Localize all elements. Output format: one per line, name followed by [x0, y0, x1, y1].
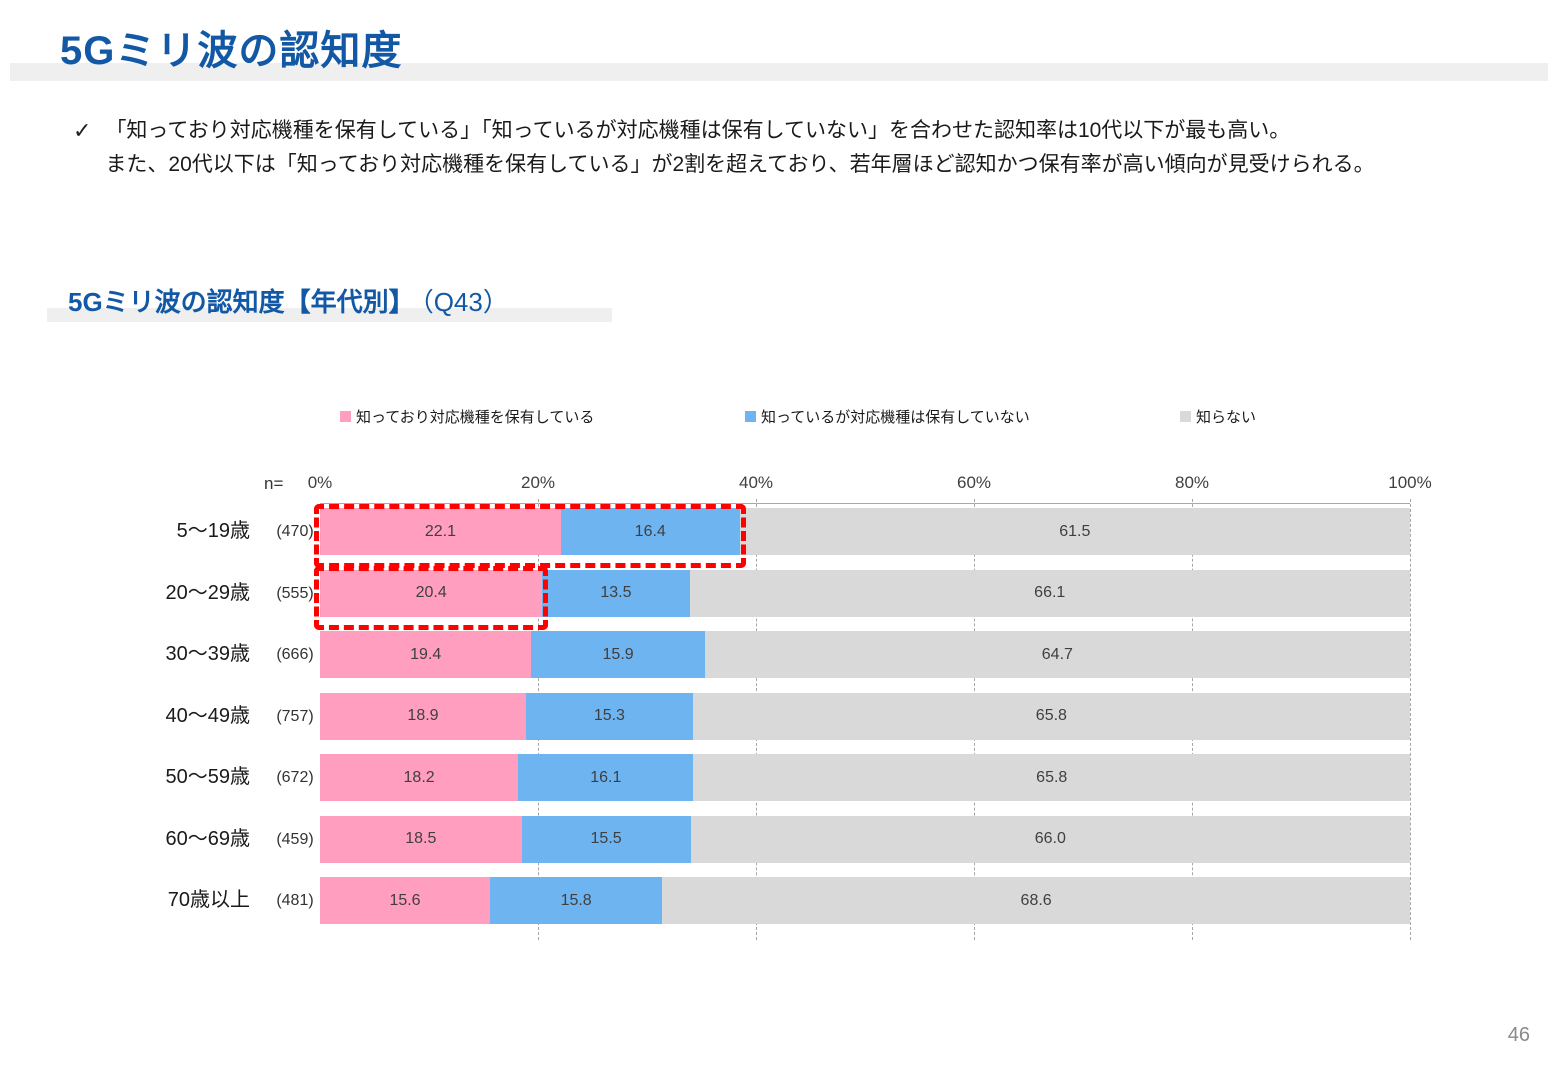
x-axis-tick-label: 20%	[520, 473, 556, 492]
x-axis-tick-label: 60%	[956, 473, 992, 492]
legend-item: 知らない	[1180, 407, 1257, 426]
bar-row: 18.2 16.1 65.8	[320, 754, 1410, 801]
bar-segment: 66.0	[690, 815, 1410, 863]
bar-segment: 65.8	[692, 692, 1410, 740]
section-heading: 5Gミリ波の認知度【年代別】 （Q43）	[68, 282, 509, 319]
legend-swatch-icon	[745, 410, 756, 422]
n-value: (672)	[276, 769, 314, 786]
legend-swatch-icon	[340, 410, 351, 422]
bar-row: 15.6 15.8 68.6	[320, 877, 1410, 924]
checkmark-icon: ✓	[73, 118, 92, 143]
legend-swatch-icon	[1180, 410, 1191, 422]
summary-text: 「知っており対応機種を保有している」「知っているが対応機種は保有していない」を合…	[105, 114, 1374, 182]
category-label: 70歳以上	[167, 889, 250, 911]
bar-segment: 20.4	[320, 569, 543, 617]
legend-label: 知っているが対応機種は保有していない	[761, 408, 1030, 426]
bar-segment: 61.5	[739, 508, 1410, 555]
section-heading-main: 5Gミリ波の認知度【年代別】	[68, 287, 415, 317]
bar-segment: 64.7	[704, 631, 1410, 678]
bar-segment: 15.3	[526, 692, 693, 740]
bar-row: 22.1 16.4 61.5	[320, 508, 1410, 555]
bar-segment: 15.8	[490, 877, 663, 924]
bar-segment: 15.9	[531, 631, 705, 678]
bar-segment: 13.5	[542, 569, 690, 617]
bar-row: 18.9 15.3 65.8	[320, 692, 1410, 740]
legend-item: 知っているが対応機種は保有していない	[745, 407, 1030, 426]
section-underline-band	[47, 308, 612, 322]
bar-segment: 18.5	[320, 815, 522, 863]
legend-item: 知っており対応機種を保有している	[340, 407, 595, 426]
bar-segment: 19.4	[320, 631, 532, 678]
legend-label: 知っており対応機種を保有している	[356, 408, 595, 426]
bar-segment: 68.6	[662, 877, 1410, 924]
summary-line-1: 「知っており対応機種を保有している」「知っているが対応機種は保有していない」を合…	[105, 119, 1291, 142]
bar-segment: 22.1	[320, 508, 561, 555]
n-value: (666)	[276, 646, 314, 663]
n-value: (555)	[276, 584, 314, 602]
n-value: (459)	[276, 830, 314, 848]
category-label: 30～39歳	[165, 643, 251, 665]
bar-segment: 16.4	[560, 508, 740, 555]
bar-segment: 18.2	[320, 754, 519, 801]
x-axis-tick-label: 80%	[1174, 473, 1210, 492]
section-heading-question-id: （Q43）	[420, 287, 509, 317]
x-axis-tick-label: 100%	[1388, 473, 1432, 492]
category-label: 40～49歳	[165, 704, 251, 727]
page-title: 5Gミリ波の認知度	[60, 29, 403, 73]
x-axis-tick-label: 0%	[307, 473, 333, 492]
x-axis-tick-label: 40%	[738, 473, 774, 492]
title-underline-band	[10, 63, 1548, 81]
category-label: 50～59歳	[165, 766, 251, 788]
bar-segment: 15.5	[521, 815, 691, 863]
gridline	[1410, 499, 1411, 940]
category-label: 5～19歳	[176, 520, 250, 542]
summary-bullet: ✓ 「知っており対応機種を保有している」「知っているが対応機種は保有していない」…	[73, 114, 1375, 182]
n-equals-label: n=	[264, 474, 284, 493]
bar-row: 19.4 15.9 64.7	[320, 631, 1410, 678]
bar-segment: 16.1	[518, 754, 694, 801]
stacked-bar-chart: 0% 20% 40% 60% 80% 100% 5～19歳 (470) 22.1 16.4 61.5…	[166, 473, 1432, 940]
category-label: 20～29歳	[165, 581, 251, 604]
page-number: 46	[1507, 1024, 1530, 1046]
category-label: 60～69歳	[165, 827, 251, 850]
bar-segment: 65.8	[693, 754, 1410, 801]
n-value: (470)	[276, 523, 314, 540]
n-value: (757)	[276, 707, 314, 725]
bar-segment: 18.9	[320, 692, 526, 740]
bar-segment: 15.6	[320, 877, 491, 924]
bar-segment: 66.1	[689, 569, 1410, 617]
summary-line-2: また、20代以下は「知っており対応機種を保有している」が2割を超えており、若年層…	[105, 153, 1375, 176]
bar-row: 20.4 13.5 66.1	[320, 569, 1410, 617]
bar-row: 18.5 15.5 66.0	[320, 815, 1410, 863]
n-value: (481)	[276, 892, 314, 909]
legend-label: 知らない	[1196, 408, 1257, 426]
